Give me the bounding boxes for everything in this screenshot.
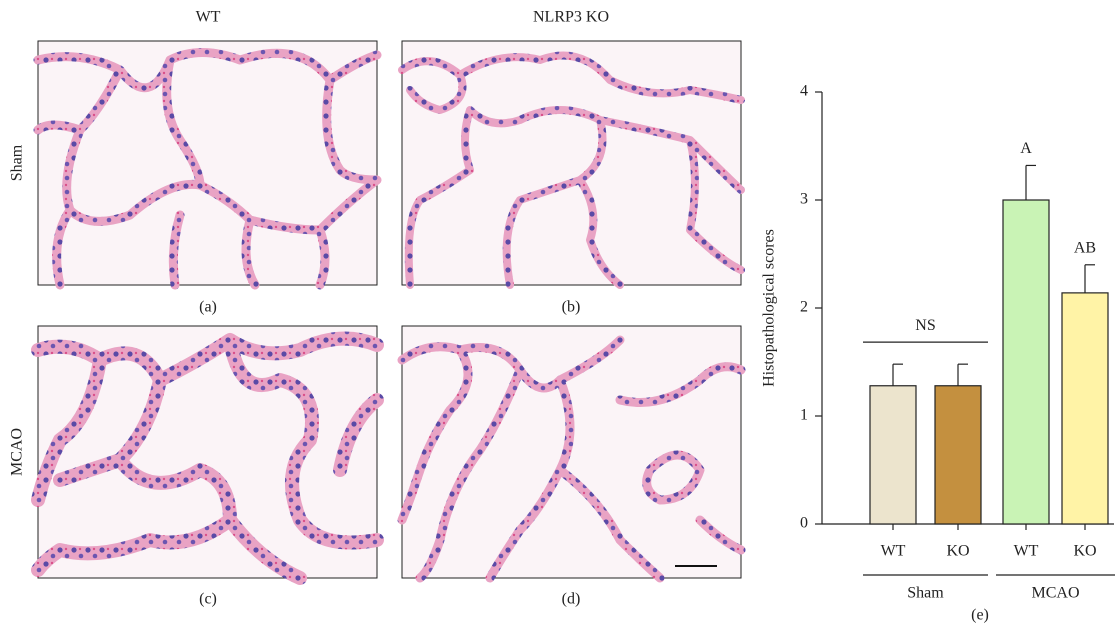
histology-image (397, 325, 746, 583)
histology-image (31, 325, 384, 585)
group-label: Sham (907, 585, 944, 602)
bar (934, 385, 982, 525)
bar-label: A (1020, 140, 1032, 157)
bar (1002, 199, 1050, 525)
panel-label: (c) (199, 591, 217, 608)
histology-image (33, 40, 382, 290)
bar (1061, 292, 1109, 525)
y-tick-label: 2 (800, 299, 808, 316)
panel-label: (e) (971, 607, 989, 624)
y-tick-label: 0 (800, 515, 808, 532)
panel-label: (a) (199, 299, 217, 316)
row-title: Sham (9, 144, 26, 181)
group-label: MCAO (1031, 585, 1079, 602)
bar-label: AB (1074, 239, 1096, 256)
x-tick-label: KO (1073, 543, 1096, 560)
column-title: NLRP3 KO (533, 9, 609, 26)
panel-label: (d) (562, 591, 581, 608)
histology-image (398, 40, 745, 289)
x-tick-label: WT (1014, 543, 1039, 560)
y-tick-label: 1 (800, 407, 808, 424)
bracket-label: NS (915, 317, 935, 334)
panel-label: (b) (562, 299, 581, 316)
x-tick-label: KO (946, 543, 969, 560)
y-axis-label: Histopathological scores (761, 229, 778, 387)
y-tick-label: 3 (800, 191, 808, 208)
column-title: WT (196, 9, 221, 26)
y-tick-label: 4 (800, 83, 808, 100)
bar (869, 385, 917, 525)
row-title: MCAO (9, 428, 26, 476)
x-tick-label: WT (881, 543, 906, 560)
